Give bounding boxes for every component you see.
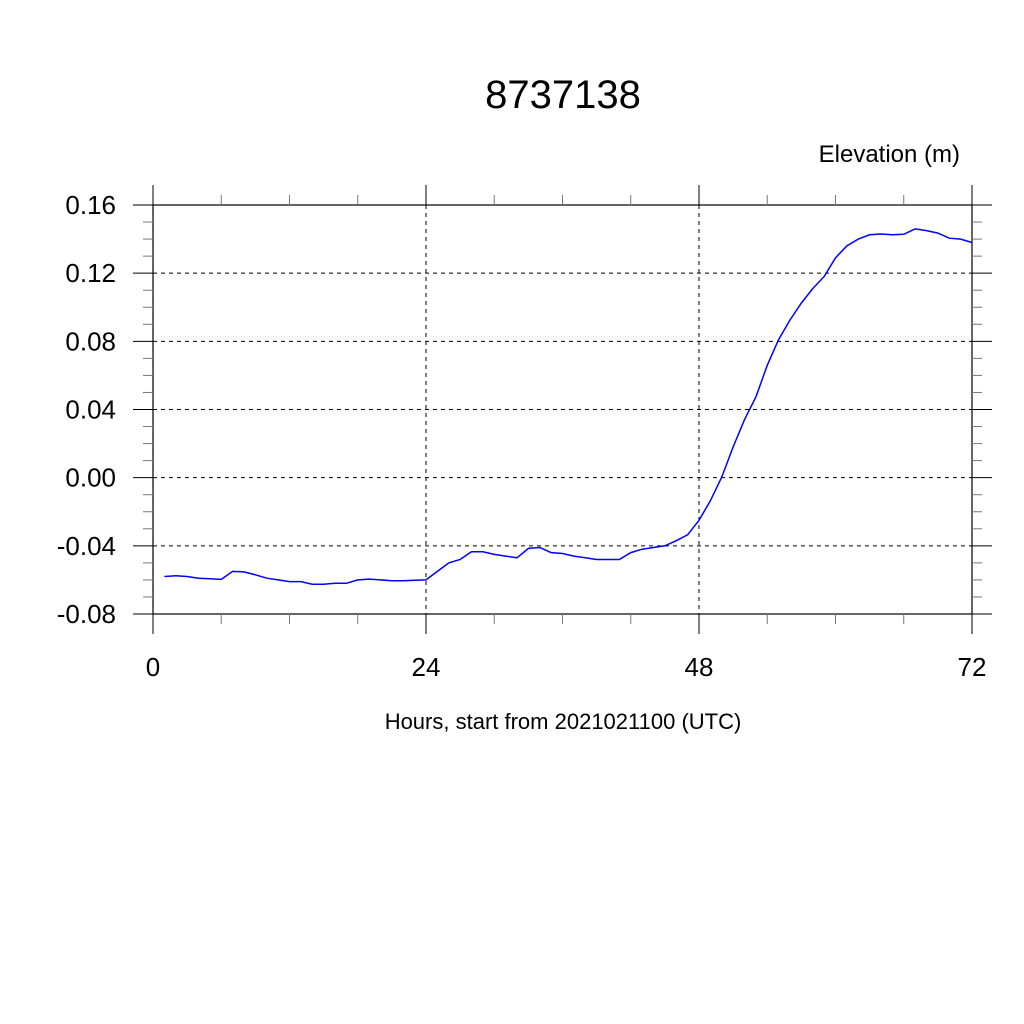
series-line-elevation (164, 228, 973, 585)
grid (153, 205, 972, 614)
y-tick-label: -0.04 (57, 531, 116, 561)
x-tick-label: 0 (146, 652, 160, 682)
y-axis-label: Elevation (m) (819, 141, 960, 168)
x-tick-label: 24 (412, 652, 441, 682)
axes: 0 24 48 72 -0.08 -0.04 0.00 0.04 0.08 0.12 0.16 (57, 185, 992, 682)
y-tick-label: 0.12 (65, 258, 116, 288)
x-axis-label: Hours, start from 2021021100 (UTC) (385, 709, 742, 734)
chart-title: 8737138 (485, 73, 641, 117)
x-tick-label: 48 (685, 652, 714, 682)
y-tick-label: -0.08 (57, 599, 116, 629)
x-tick-label: 72 (958, 652, 987, 682)
series (164, 228, 973, 585)
y-tick-label: 0.00 (65, 463, 116, 493)
y-tick-label: 0.04 (65, 395, 116, 425)
y-tick-label: 0.08 (65, 326, 116, 356)
y-tick-label: 0.16 (65, 190, 116, 220)
